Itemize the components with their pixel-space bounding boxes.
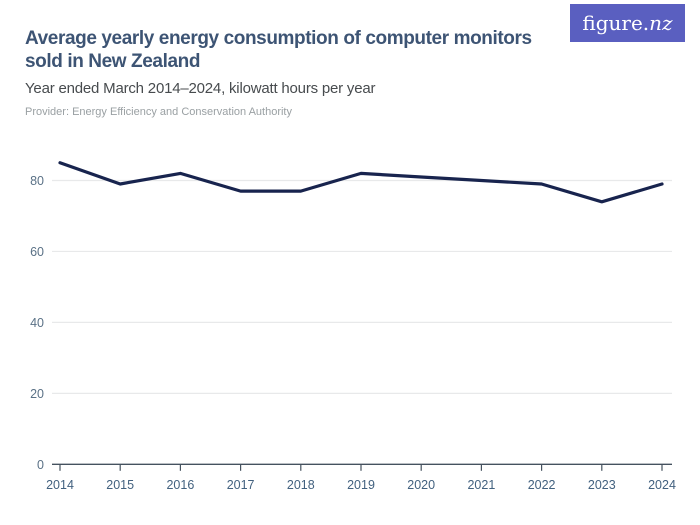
data-line: [58, 161, 664, 204]
y-tick-label: 40: [30, 316, 44, 330]
y-tick-label: 60: [30, 245, 44, 259]
x-tick-label: 2015: [106, 478, 134, 492]
provider-attribution: Provider: Energy Efficiency and Conserva…: [25, 106, 292, 118]
x-tick-label: 2016: [166, 478, 194, 492]
logo-text-accent: nz: [649, 11, 673, 35]
x-tick-label: 2021: [467, 478, 495, 492]
x-tick-label: 2023: [588, 478, 616, 492]
x-tick-label: 2024: [648, 478, 676, 492]
y-tick-label: 0: [37, 458, 44, 472]
y-tick-label: 80: [30, 174, 44, 188]
logo-text-main: figure.: [582, 11, 650, 35]
figure-nz-logo[interactable]: figure. nz: [570, 4, 685, 42]
y-tick-label: 20: [30, 387, 44, 401]
page-title: Average yearly energy consumption of com…: [25, 28, 532, 72]
chart-subtitle: Year ended March 2014–2024, kilowatt hou…: [25, 80, 376, 97]
x-tick-label: 2022: [528, 478, 556, 492]
x-tick-label: 2017: [227, 478, 255, 492]
x-tick-label: 2014: [46, 478, 74, 492]
x-tick-label: 2018: [287, 478, 315, 492]
x-tick-label: 2020: [407, 478, 435, 492]
x-tick-label: 2019: [347, 478, 375, 492]
